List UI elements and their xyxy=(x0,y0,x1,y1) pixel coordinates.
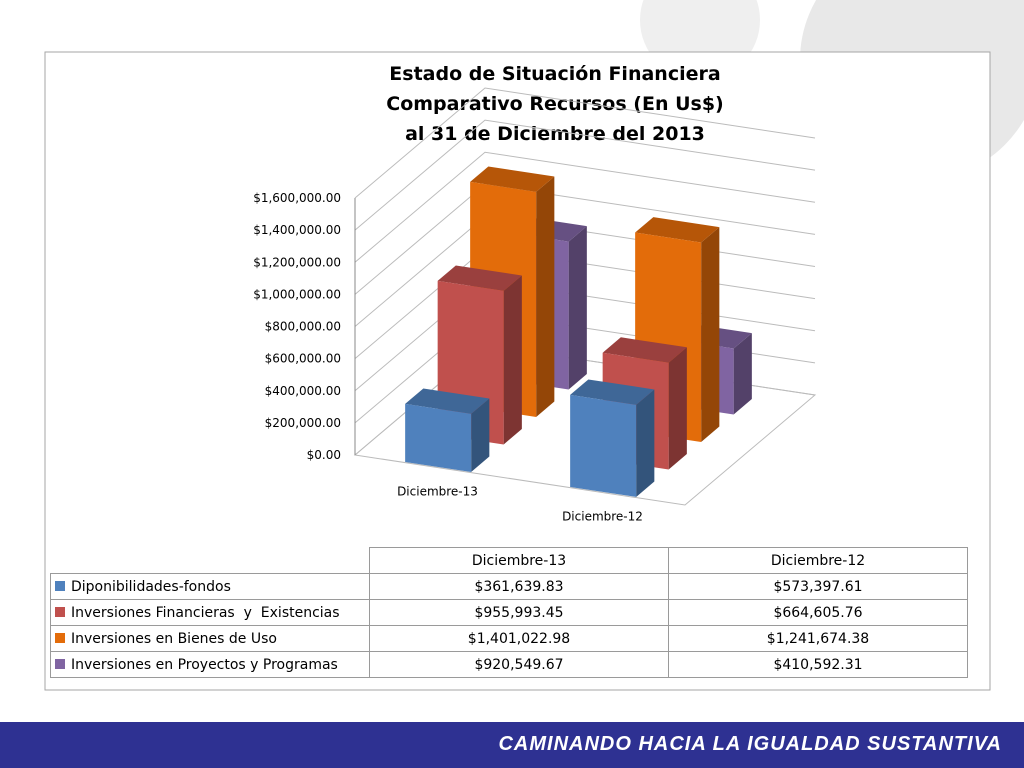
legend-cell: Inversiones en Bienes de Uso xyxy=(50,625,370,652)
table-row: Inversiones en Proyectos y Programas $920… xyxy=(50,651,968,678)
y-tick-label: $1,400,000.00 xyxy=(253,223,341,237)
bar-top xyxy=(437,265,522,291)
chart-subtitle: al 31 de Diciembre del 2013 xyxy=(405,123,705,145)
bar xyxy=(405,403,472,472)
value-cell: $410,592.31 xyxy=(668,651,968,678)
value-cell: $955,993.45 xyxy=(369,599,669,626)
legend-label: Diponibilidades-fondos xyxy=(71,578,231,595)
data-table: Diciembre-13 Diciembre-12 Diponibilidades… xyxy=(50,547,968,678)
value-cell: $361,639.83 xyxy=(369,573,669,600)
bar-top xyxy=(470,166,555,192)
legend-cell: Diponibilidades-fondos xyxy=(50,573,370,600)
legend-cell: Inversiones Financieras y Existencias xyxy=(50,599,370,626)
table-row: Diponibilidades-fondos $361,639.83 $573,39… xyxy=(50,573,968,600)
legend-label: Inversiones en Proyectos y Programas xyxy=(71,656,338,673)
footer-text: CAMINANDO HACIA LA IGUALDAD SUSTANTIVA xyxy=(498,733,1002,755)
table-row: Inversiones en Bienes de Uso $1,401,022.9… xyxy=(50,625,968,652)
legend-swatch xyxy=(55,606,65,617)
bar-side xyxy=(668,347,687,470)
y-tick-label: $0.00 xyxy=(307,448,341,462)
bar-top xyxy=(635,217,720,243)
grid-line xyxy=(354,87,816,199)
bar-top xyxy=(602,337,687,363)
y-tick-label: $800,000.00 xyxy=(265,320,341,334)
bar-side xyxy=(471,398,490,472)
y-tick-label: $400,000.00 xyxy=(265,384,341,398)
legend-label: Inversiones Financieras y Existencias xyxy=(71,604,340,621)
bar-top xyxy=(570,379,655,405)
legend-label: Inversiones en Bienes de Uso xyxy=(71,630,277,647)
bar-side xyxy=(636,389,655,497)
legend-swatch xyxy=(55,658,65,669)
y-tick-label: $1,600,000.00 xyxy=(253,191,341,205)
value-cell: $1,401,022.98 xyxy=(369,625,669,652)
value-cell: $920,549.67 xyxy=(369,651,669,678)
bar-top xyxy=(405,388,490,414)
bar-side xyxy=(701,227,720,442)
column-header: Diciembre-12 xyxy=(668,547,968,574)
chart-title: Estado de Situación Financiera xyxy=(389,63,720,85)
column-header: Diciembre-13 xyxy=(369,547,669,574)
bar-side xyxy=(503,275,522,445)
legend-swatch xyxy=(55,632,65,643)
value-cell: $1,241,674.38 xyxy=(668,625,968,652)
bar-side xyxy=(536,176,555,417)
bar xyxy=(570,394,637,497)
grid-line xyxy=(354,151,816,263)
x-tick-label: Diciembre-12 xyxy=(562,510,643,524)
y-tick-label: $600,000.00 xyxy=(265,352,341,366)
footer: CAMINANDO HACIA LA IGUALDAD SUSTANTIVA xyxy=(0,722,1024,768)
y-tick-label: $1,000,000.00 xyxy=(253,287,341,301)
y-tick-label: $200,000.00 xyxy=(265,416,341,430)
legend-swatch xyxy=(55,580,65,591)
table-row: Inversiones Financieras y Existencias $95… xyxy=(50,599,968,626)
bar-side xyxy=(568,226,587,390)
grid-line xyxy=(354,119,816,231)
x-tick-label: Diciembre-13 xyxy=(397,485,478,499)
chart-subtitle: Comparativo Recursos (En Us$) xyxy=(386,93,723,115)
y-tick-label: $1,200,000.00 xyxy=(253,255,341,269)
value-cell: $573,397.61 xyxy=(668,573,968,600)
value-cell: $664,605.76 xyxy=(668,599,968,626)
legend-cell: Inversiones en Proyectos y Programas xyxy=(50,651,370,678)
bar-side xyxy=(733,333,752,415)
